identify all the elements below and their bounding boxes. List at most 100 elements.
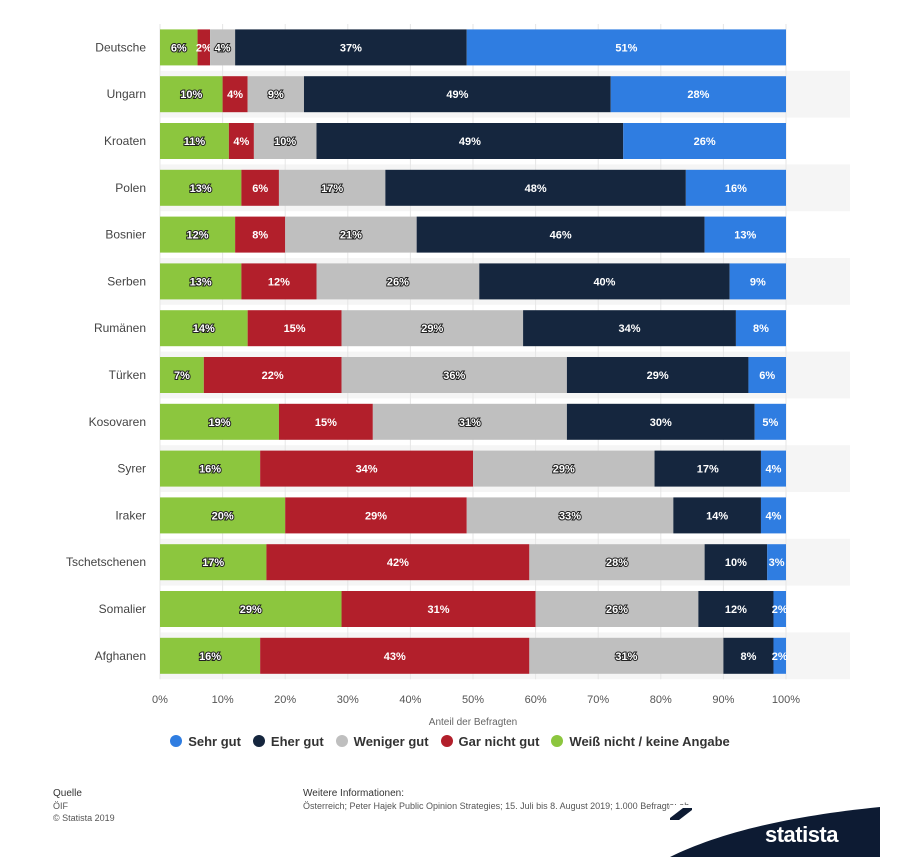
data-label: 46% bbox=[550, 230, 572, 242]
data-label: 14% bbox=[706, 510, 728, 522]
bar-segment bbox=[566, 403, 755, 440]
data-label: 29% bbox=[365, 510, 387, 522]
data-label: 22% bbox=[262, 370, 284, 382]
data-label: 31% bbox=[459, 417, 481, 429]
data-label: 26% bbox=[694, 136, 716, 148]
bar-segment bbox=[160, 216, 236, 253]
bar-segment bbox=[685, 169, 786, 206]
bar-segment bbox=[466, 497, 674, 534]
x-tick-label: 50% bbox=[462, 694, 484, 706]
legend-item[interactable]: Gar nicht gut bbox=[440, 734, 539, 749]
bar-segment bbox=[704, 216, 786, 253]
bar-segment bbox=[610, 76, 786, 113]
data-label: 4% bbox=[233, 136, 249, 148]
legend-dot-icon bbox=[335, 735, 348, 747]
category-label: Deutsche bbox=[95, 40, 146, 54]
bar-segment bbox=[247, 76, 304, 113]
data-label: 36% bbox=[443, 370, 465, 382]
data-label: 31% bbox=[615, 651, 637, 663]
source-block: Quelle ÖIF © Statista 2019 bbox=[53, 788, 115, 824]
data-label: 17% bbox=[697, 464, 719, 476]
legend-label: Sehr gut bbox=[188, 734, 241, 749]
bar-segment bbox=[260, 450, 473, 487]
data-label: 28% bbox=[687, 89, 709, 101]
source-name: ÖIF bbox=[53, 801, 68, 811]
data-label: 31% bbox=[428, 604, 450, 616]
bar-segment bbox=[372, 403, 567, 440]
category-label: Somalier bbox=[99, 602, 146, 616]
data-label: 6% bbox=[759, 370, 775, 382]
legend-item[interactable]: Eher gut bbox=[252, 734, 324, 749]
category-label: Kroaten bbox=[104, 134, 146, 148]
bar-segment bbox=[160, 123, 229, 159]
data-label: 20% bbox=[212, 510, 234, 522]
statista-logo[interactable]: statista bbox=[670, 805, 880, 857]
bar-segment bbox=[773, 637, 786, 674]
bar-segment bbox=[654, 450, 761, 487]
data-label: 13% bbox=[190, 183, 212, 195]
bar-segment bbox=[673, 497, 761, 534]
bar-segment bbox=[160, 637, 261, 674]
statista-mark-icon bbox=[670, 805, 692, 823]
data-label: 48% bbox=[525, 183, 547, 195]
legend-item[interactable]: Sehr gut bbox=[170, 734, 241, 749]
data-label: 6% bbox=[171, 42, 187, 54]
bar-segment bbox=[316, 263, 480, 300]
x-tick-label: 10% bbox=[212, 694, 234, 706]
bar-segment bbox=[160, 29, 198, 66]
data-label: 10% bbox=[180, 89, 202, 101]
data-label: 2% bbox=[196, 42, 212, 54]
data-label: 2% bbox=[772, 651, 788, 663]
bar-segment bbox=[160, 544, 267, 581]
data-label: 33% bbox=[559, 510, 581, 522]
data-label: 7% bbox=[174, 370, 190, 382]
bar-segment bbox=[704, 544, 768, 581]
bar-segment bbox=[748, 357, 786, 393]
data-label: 8% bbox=[753, 323, 769, 335]
category-label: Syrer bbox=[117, 462, 146, 476]
data-label: 28% bbox=[606, 557, 628, 569]
data-label: 12% bbox=[725, 604, 747, 616]
data-label: 12% bbox=[268, 276, 290, 288]
bar-segment bbox=[160, 357, 204, 393]
data-label: 6% bbox=[252, 183, 268, 195]
bar-segment bbox=[241, 169, 279, 206]
data-label: 17% bbox=[321, 183, 343, 195]
data-label: 15% bbox=[284, 323, 306, 335]
category-label: Iraker bbox=[115, 508, 146, 522]
bar-segment bbox=[729, 263, 786, 300]
bar-segment bbox=[160, 76, 223, 113]
data-label: 2% bbox=[772, 604, 788, 616]
data-label: 51% bbox=[615, 42, 637, 54]
x-tick-label: 20% bbox=[274, 694, 296, 706]
bar-segment bbox=[253, 123, 317, 159]
data-label: 42% bbox=[387, 557, 409, 569]
data-label: 29% bbox=[240, 604, 262, 616]
legend-dot-icon bbox=[170, 735, 183, 747]
stacked-bar-chart: Deutsche 6% 2% 4% 37% 51%Ungarn 10% 4% 9% 49% 28%K… bbox=[65, 24, 801, 729]
data-label: 49% bbox=[459, 136, 481, 148]
data-label: 13% bbox=[734, 230, 756, 242]
data-label: 9% bbox=[268, 89, 284, 101]
legend-label: Weniger gut bbox=[353, 734, 429, 749]
category-label: Kosovaren bbox=[89, 415, 146, 429]
bar-segment bbox=[160, 497, 286, 534]
bar-segment bbox=[523, 310, 736, 347]
bar-segment bbox=[278, 403, 373, 440]
category-label: Serben bbox=[107, 274, 146, 288]
bar-segment bbox=[566, 357, 749, 393]
bar-segment bbox=[228, 123, 254, 159]
data-label: 29% bbox=[553, 464, 575, 476]
data-label: 30% bbox=[650, 417, 672, 429]
bar-segment bbox=[160, 263, 242, 300]
category-label: Afghanen bbox=[95, 649, 146, 663]
legend-item[interactable]: Weniger gut bbox=[335, 734, 429, 749]
data-label: 5% bbox=[762, 417, 778, 429]
legend-item[interactable]: Weiß nicht / keine Angabe bbox=[551, 734, 730, 749]
bar-segment bbox=[341, 591, 536, 627]
bar-segment bbox=[316, 123, 624, 159]
x-tick-label: 90% bbox=[712, 694, 734, 706]
legend-label: Weiß nicht / keine Angabe bbox=[569, 734, 730, 749]
bar-segment bbox=[529, 637, 724, 674]
data-label: 16% bbox=[725, 183, 747, 195]
